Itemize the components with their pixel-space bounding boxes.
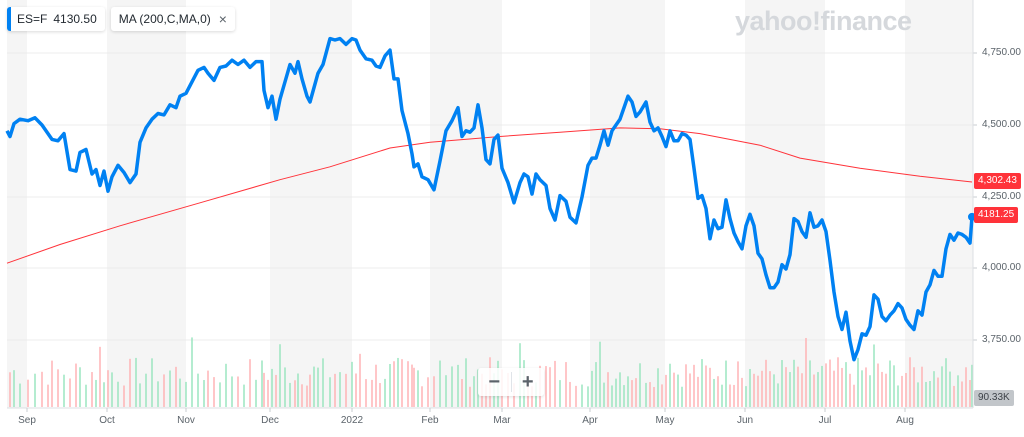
ma-line <box>6 127 973 264</box>
zoom-out-button[interactable]: − <box>488 370 501 393</box>
x-axis-label: Aug <box>896 415 914 426</box>
volume-bars <box>9 337 973 407</box>
indicator-chip[interactable]: MA (200,C,MA,0) × <box>110 7 235 31</box>
symbol-label: ES=F <box>17 12 48 26</box>
grid-lines <box>7 52 977 341</box>
y-axis-label: 4,500.00 <box>982 119 1021 130</box>
x-axis-label: Jul <box>818 415 832 426</box>
x-axis-label: May <box>655 415 675 426</box>
y-axis-label: 4,250.00 <box>982 191 1021 202</box>
symbol-price: 4130.50 <box>53 12 97 26</box>
zoom-divider <box>510 372 512 392</box>
x-axis-label: Feb <box>421 415 439 426</box>
x-axis-label: Sep <box>18 415 36 426</box>
symbol-chip[interactable]: ES=F 4130.50 <box>7 7 105 31</box>
x-axis-label: Oct <box>99 415 115 426</box>
y-axis-label: 4,000.00 <box>982 262 1021 273</box>
x-axis-label: Apr <box>582 415 598 426</box>
month-bands <box>7 0 973 408</box>
x-axis-label: 2022 <box>340 415 364 426</box>
y-axis-label: 3,750.00 <box>982 334 1021 345</box>
ma-value-tag: 4,302.43 <box>974 173 1021 189</box>
x-tick-marks <box>26 408 906 412</box>
price-value-tag: 4181.25 <box>974 207 1019 223</box>
x-axis-label: Dec <box>261 415 279 426</box>
chart-legend: ES=F 4130.50 MA (200,C,MA,0) × <box>7 7 235 31</box>
zoom-controls: − + <box>478 368 544 396</box>
price-line <box>5 36 974 362</box>
zoom-in-button[interactable]: + <box>521 370 534 393</box>
x-axis-label: Jun <box>736 415 754 426</box>
volume-value-tag: 90.33K <box>974 390 1014 406</box>
x-axis-label: Mar <box>493 415 511 426</box>
yahoo-finance-watermark: yahoo!finance <box>735 6 912 36</box>
indicator-label: MA (200,C,MA,0) <box>118 12 211 26</box>
close-icon[interactable]: × <box>218 11 227 27</box>
x-axis-label: Nov <box>177 415 195 426</box>
y-axis-label: 4,750.00 <box>982 47 1021 58</box>
